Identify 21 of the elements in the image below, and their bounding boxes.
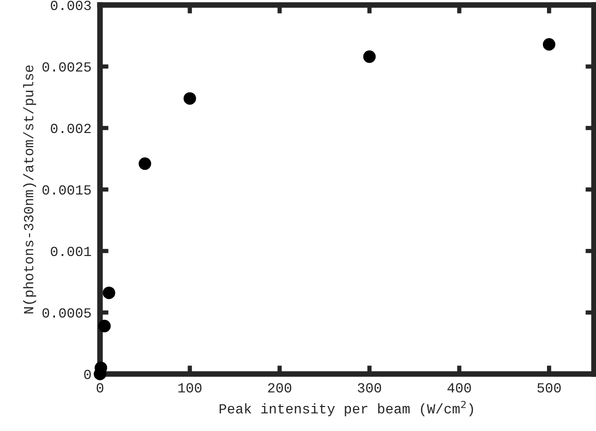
x-tick-label: 100: [178, 383, 202, 393]
point: [542, 38, 556, 51]
y-tick-label: 0.0005: [42, 308, 91, 318]
x-axis-title: Peak intensity per beam (W/cm$^{2}$): [220, 400, 474, 416]
y-tick-label: 0.001: [50, 246, 91, 256]
y-tick-label: 0.0025: [42, 62, 91, 72]
point: [98, 320, 111, 332]
x-tick-label: 400: [447, 383, 471, 393]
x-tick-label: 0: [96, 383, 104, 393]
x-tick-label: 300: [358, 383, 382, 393]
y-tick-label: 0.003: [50, 0, 91, 10]
y-tick-label: 0: [84, 370, 91, 380]
point: [102, 286, 116, 300]
y-tick-label: 0.0015: [42, 185, 91, 195]
y-tick-label: 0.002: [50, 124, 91, 134]
point: [138, 157, 152, 170]
point: [184, 92, 196, 105]
point: [363, 50, 376, 63]
y-axis-title: N(photons-330nm)/atom/st/pulse: [23, 65, 36, 314]
x-tick-label: 200: [268, 383, 292, 393]
x-tick-label: 500: [537, 383, 561, 393]
